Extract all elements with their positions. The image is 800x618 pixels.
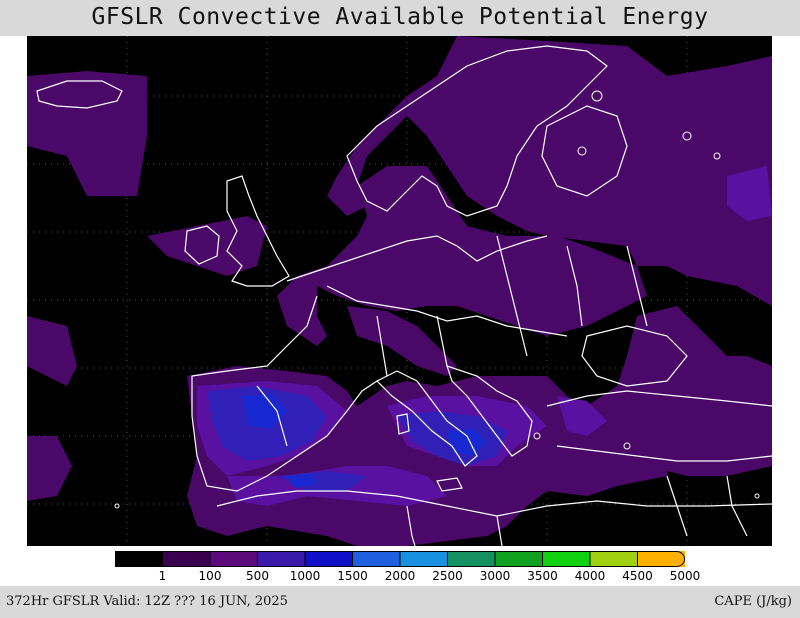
colorbar-tick-label: 2500 [432,569,463,583]
coastlines [36,45,772,546]
colorbar-tick-label: 500 [246,569,269,583]
islands [114,90,760,509]
colorbar-tick-label: 2000 [384,569,416,583]
colorbar-tick-label: 3500 [527,569,558,583]
colorbar-tick-label: 1 [158,569,167,583]
cape-map [27,36,772,546]
colorbar-tick-label: 1500 [337,569,368,583]
colorbar-swatch-11 [637,551,686,567]
colorbar-swatch-9 [542,551,591,567]
map-title: GFSLR Convective Available Potential Ene… [91,4,709,30]
colorbar-swatches [115,551,686,567]
colorbar-labels: 1 100 500 1000 1500 2000 2500 3000 3500 4000 4500 5… [0,569,800,585]
title-bar: GFSLR Convective Available Potential Ene… [0,0,800,36]
colorbar-tick-label: 100 [198,569,222,583]
units-label: CAPE (J/kg) [714,594,792,609]
colorbar-tick-label: 4000 [574,569,606,583]
colorbar-tick-label: 1000 [289,569,321,583]
colorbar-tick-label: 5000 [669,569,701,583]
colorbar-swatch-6 [400,551,448,567]
cape-peak-region [242,394,487,488]
cape-field [27,36,772,546]
cape-colorbar [115,551,686,567]
colorbar-swatch-4 [305,551,353,567]
colorbar-swatch-3 [257,551,306,567]
colorbar-swatch-5 [352,551,401,567]
colorbar-swatch-7 [447,551,496,567]
colorbar-tick-label: 3000 [479,569,511,583]
colorbar-swatch-1 [162,551,211,567]
colorbar-tick-label: 4500 [622,569,653,583]
colorbar-swatch-8 [495,551,543,567]
valid-time-label: 372Hr GFSLR Valid: 12Z ??? 16 JUN, 2025 [6,594,288,609]
footer-bar [0,586,800,618]
colorbar-swatch-10 [590,551,638,567]
colorbar-swatch-2 [210,551,258,567]
colorbar-swatch-0 [115,551,163,567]
